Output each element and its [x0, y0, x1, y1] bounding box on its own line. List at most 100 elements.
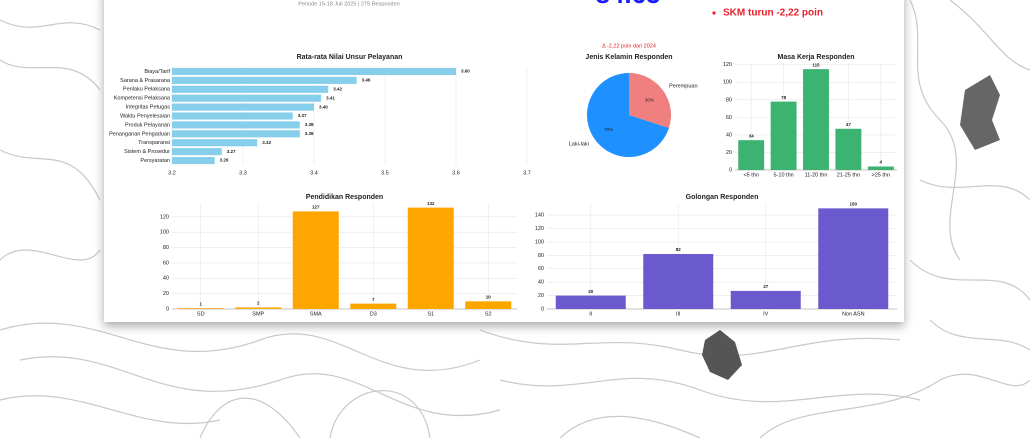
- value-label: 3.60: [461, 69, 470, 74]
- pie-slice: [629, 73, 671, 128]
- y-tick-label: 40: [538, 280, 544, 286]
- pie-slice: [587, 73, 669, 157]
- category-label: Waktu Penyelesaian: [120, 113, 170, 119]
- annotation: Δ -2,22 poin dari 2024: [602, 43, 656, 49]
- bar: [172, 130, 300, 138]
- x-tick-label: 3.5: [381, 170, 389, 176]
- value-label: 1: [199, 301, 202, 306]
- y-tick-label: 60: [163, 260, 169, 266]
- y-tick-label: 0: [166, 306, 169, 312]
- bar: [172, 103, 314, 111]
- bullet: [712, 11, 716, 15]
- category-label: Produk Pelayanan: [125, 122, 170, 128]
- slice-value: 70%: [604, 127, 613, 132]
- value-label: 150: [849, 202, 857, 207]
- bar: [172, 156, 215, 165]
- y-tick-label: 120: [535, 226, 544, 232]
- x-tick-label: 3.7: [523, 170, 531, 176]
- bar: [172, 139, 258, 147]
- y-tick-label: 80: [538, 253, 544, 259]
- y-tick-label: 20: [163, 291, 169, 297]
- chart-title: Pendidikan Responden: [306, 194, 383, 201]
- value-label: 3.46: [362, 78, 371, 83]
- x-tick-label: SMA: [310, 311, 322, 317]
- category-label: Persyaratan: [140, 158, 170, 164]
- chart-title: Rata-rata Nilai Unsur Pelayanan: [297, 54, 403, 61]
- slice-value: 30%: [645, 97, 654, 102]
- category-label: Sistem & Prosedur: [124, 149, 170, 155]
- bar: [292, 211, 339, 309]
- period: Periode 15-18 Juli 2025 | 279 Responden: [298, 1, 399, 7]
- bar: [350, 303, 397, 309]
- bar: [818, 208, 889, 309]
- y-tick-label: 60: [538, 266, 544, 272]
- bar: [172, 67, 456, 76]
- y-tick-label: 120: [160, 214, 169, 220]
- bar: [172, 76, 357, 84]
- x-tick-label: 5-10 thn: [774, 172, 794, 178]
- value-label: 3.40: [319, 104, 328, 109]
- y-tick-label: 40: [163, 276, 169, 282]
- chart-title: Golongan Responden: [686, 194, 759, 201]
- bar: [867, 166, 894, 170]
- island: [702, 330, 742, 380]
- y-tick-label: 100: [723, 80, 732, 86]
- bar: [172, 85, 329, 93]
- value-label: 34: [749, 133, 755, 138]
- y-tick-label: 20: [726, 150, 732, 156]
- x-tick-label: <5 thn: [743, 172, 758, 178]
- y-tick-label: 120: [723, 62, 732, 68]
- bar: [835, 128, 862, 170]
- value-label: 47: [846, 122, 852, 127]
- value-label: 10: [486, 295, 492, 300]
- x-tick-label: SD: [197, 311, 205, 317]
- value-label: 3.42: [333, 86, 342, 91]
- x-tick-label: D3: [370, 311, 377, 317]
- y-tick-label: 0: [729, 167, 732, 173]
- y-tick-label: 100: [535, 239, 544, 245]
- value-label: 3.38: [305, 131, 314, 136]
- value-label: 127: [312, 205, 320, 210]
- bar: [643, 253, 714, 309]
- x-tick-label: S1: [427, 311, 434, 317]
- category-label: Transparansi: [138, 140, 170, 146]
- y-tick-label: 20: [538, 293, 544, 299]
- x-tick-label: 3.2: [168, 170, 176, 176]
- bar: [172, 148, 222, 156]
- x-tick-label: 21-25 thn: [837, 172, 860, 178]
- value-label: 3.41: [326, 95, 335, 100]
- bar: [235, 307, 282, 309]
- island: [960, 75, 1000, 150]
- y-tick-label: 0: [541, 306, 544, 312]
- x-tick-label: 3.6: [452, 170, 460, 176]
- slice-label: Perempuan: [669, 83, 697, 89]
- chart-title: Jenis Kelamin Responden: [585, 54, 672, 61]
- bar: [177, 308, 224, 309]
- value-label: 20: [588, 289, 594, 294]
- category-label: Perilaku Pelaksana: [123, 87, 171, 93]
- value-label: 3.37: [298, 113, 307, 118]
- x-tick-label: 11-20 thn: [805, 172, 828, 178]
- category-label: Sarana & Prasarana: [120, 78, 171, 84]
- bar: [172, 121, 300, 129]
- bar: [407, 207, 454, 309]
- value-label: 3.27: [227, 149, 236, 154]
- value-label: 2: [257, 301, 260, 306]
- bar: [738, 140, 765, 170]
- value-label: 78: [781, 95, 787, 100]
- x-tick-label: >25 thn: [872, 172, 891, 178]
- value-label: 3.32: [262, 140, 271, 145]
- y-tick-label: 40: [726, 132, 732, 138]
- y-tick-label: 80: [726, 97, 732, 103]
- category-label: Penanganan Pengaduan: [109, 131, 170, 137]
- y-tick-label: 100: [160, 230, 169, 236]
- category-label: Kompetensi Pelaksana: [114, 96, 171, 102]
- x-tick-label: S2: [485, 311, 492, 317]
- x-tick-label: II: [589, 311, 593, 317]
- bar: [555, 295, 626, 309]
- value-label: 3.26: [220, 158, 229, 163]
- bar: [172, 112, 293, 120]
- y-tick-label: 140: [535, 213, 544, 219]
- value-label: 7: [372, 297, 375, 302]
